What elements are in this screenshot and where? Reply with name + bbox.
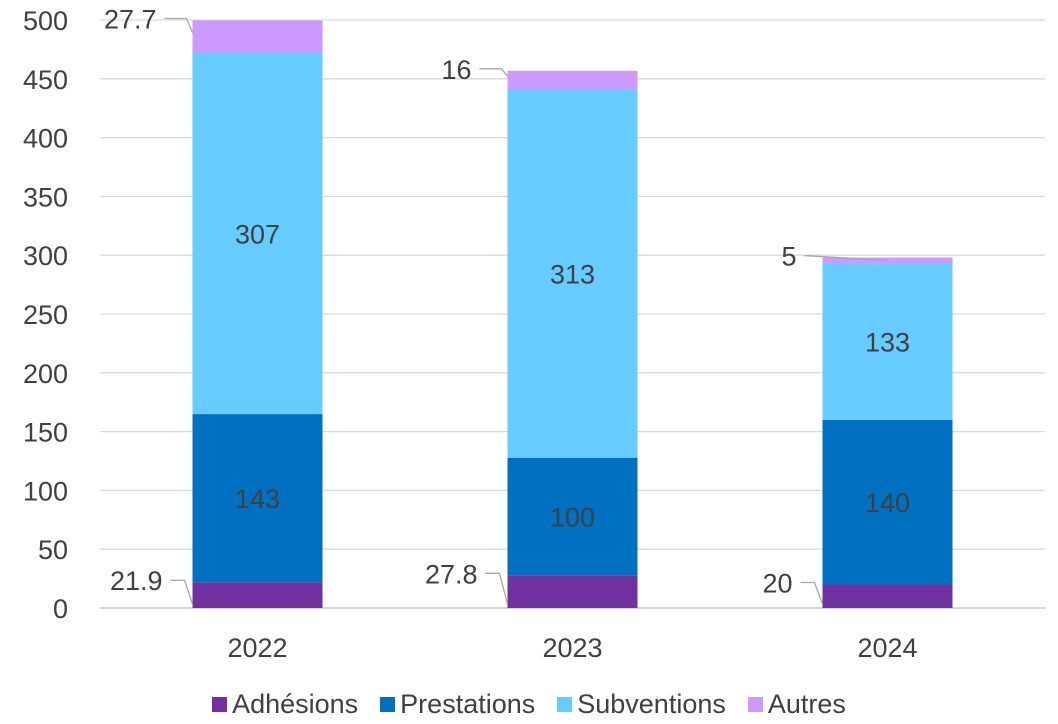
legend-item-adhésions: Adhésions bbox=[212, 689, 358, 720]
data-label: 27.7 bbox=[104, 4, 157, 34]
legend-swatch bbox=[747, 696, 763, 712]
data-label: 16 bbox=[441, 55, 471, 85]
legend-label: Autres bbox=[767, 688, 846, 719]
data-label: 140 bbox=[865, 488, 910, 518]
data-label: 313 bbox=[550, 260, 595, 290]
leader-line bbox=[479, 68, 509, 77]
bar-segment-autres bbox=[192, 20, 323, 54]
legend-swatch bbox=[212, 696, 228, 712]
legend-swatch bbox=[557, 696, 573, 712]
y-tick-label: 100 bbox=[23, 476, 68, 506]
legend-item-subventions: Subventions bbox=[557, 689, 726, 720]
y-tick-label: 150 bbox=[23, 418, 68, 448]
bar-segment-subventions bbox=[192, 53, 323, 415]
bar-segment-autres bbox=[507, 70, 638, 90]
data-label: 307 bbox=[235, 220, 280, 250]
y-tick-label: 400 bbox=[23, 124, 68, 154]
x-tick-label: 2024 bbox=[857, 633, 917, 663]
y-tick-label: 0 bbox=[53, 594, 68, 624]
leader-line bbox=[164, 17, 194, 34]
bar-segment-adhésions bbox=[822, 584, 953, 608]
y-tick-label: 500 bbox=[23, 6, 68, 36]
x-tick-label: 2022 bbox=[227, 633, 287, 663]
data-label: 21.9 bbox=[110, 566, 163, 596]
data-label: 133 bbox=[865, 328, 910, 358]
legend-label: Subventions bbox=[577, 688, 726, 719]
bar-segment-adhésions bbox=[507, 575, 638, 608]
leader-line bbox=[800, 581, 824, 605]
bar-segment-subventions bbox=[822, 263, 953, 420]
y-tick-label: 450 bbox=[23, 65, 68, 95]
x-axis: 2022 2023 2024 bbox=[227, 633, 917, 663]
legend-item-prestations: Prestations bbox=[380, 689, 535, 720]
y-axis: 0 50 100 150 200 250 300 350 400 450 500 bbox=[23, 6, 68, 624]
leader-line bbox=[170, 579, 194, 605]
legend-swatch bbox=[380, 696, 396, 712]
y-tick-label: 300 bbox=[23, 241, 68, 271]
leader-line bbox=[804, 254, 888, 262]
legend-label: Adhésions bbox=[232, 688, 359, 719]
bars bbox=[192, 20, 953, 608]
bar-segment-prestations bbox=[822, 419, 953, 585]
bar-segment-prestations bbox=[507, 457, 638, 576]
data-label: 100 bbox=[550, 503, 595, 533]
data-label: 5 bbox=[781, 242, 796, 272]
bar-segment-prestations bbox=[192, 414, 323, 583]
y-tick-label: 50 bbox=[38, 535, 68, 565]
x-tick-label: 2023 bbox=[542, 633, 602, 663]
data-labels: 143 307 21.9 27.7 100 313 27.8 16 140 133 20 5 bbox=[104, 4, 910, 605]
legend-label: Prestations bbox=[400, 688, 536, 719]
data-label: 143 bbox=[235, 484, 280, 514]
bar-segment-adhésions bbox=[192, 582, 323, 608]
leader-line bbox=[485, 572, 509, 605]
data-label: 20 bbox=[762, 568, 792, 598]
legend-item-autres: Autres bbox=[747, 688, 846, 720]
legend: Adhésions Prestations Subventions Autres bbox=[0, 686, 1058, 722]
y-tick-label: 200 bbox=[23, 359, 68, 389]
y-tick-label: 250 bbox=[23, 300, 68, 330]
data-label: 27.8 bbox=[425, 559, 478, 589]
y-tick-label: 350 bbox=[23, 182, 68, 212]
bar-segment-subventions bbox=[507, 89, 638, 458]
